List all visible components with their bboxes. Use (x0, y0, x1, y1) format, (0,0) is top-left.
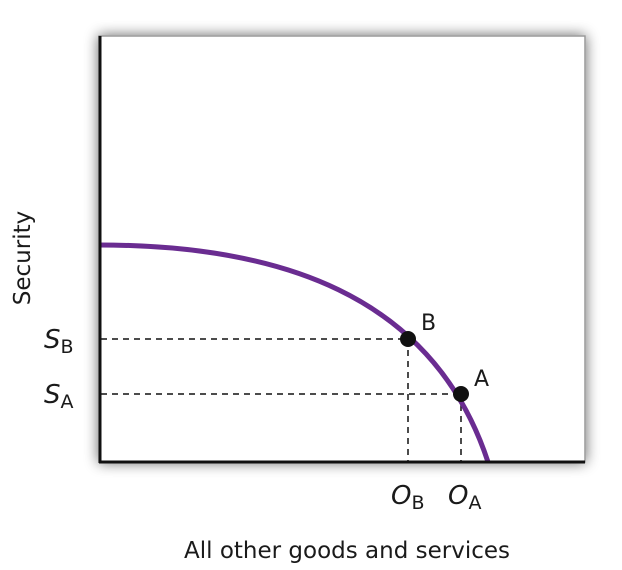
sb-label: SB (44, 325, 74, 358)
oa-main: O (448, 481, 468, 511)
sa-main: S (44, 380, 61, 410)
sb-sub: B (61, 336, 74, 358)
oa-label: OA (448, 481, 481, 514)
sa-label: SA (44, 380, 74, 413)
point-b-label: B (421, 311, 436, 336)
y-axis-label: Security (10, 211, 36, 305)
point-b (400, 331, 416, 347)
point-a-label: A (474, 367, 489, 392)
ob-sub: B (411, 492, 424, 514)
ob-label: OB (391, 481, 425, 514)
sa-sub: A (61, 391, 74, 413)
oa-sub: A (468, 492, 481, 514)
sb-main: S (44, 325, 61, 355)
point-a (453, 386, 469, 402)
x-axis-label: All other goods and services (184, 538, 510, 564)
ob-main: O (391, 481, 411, 511)
